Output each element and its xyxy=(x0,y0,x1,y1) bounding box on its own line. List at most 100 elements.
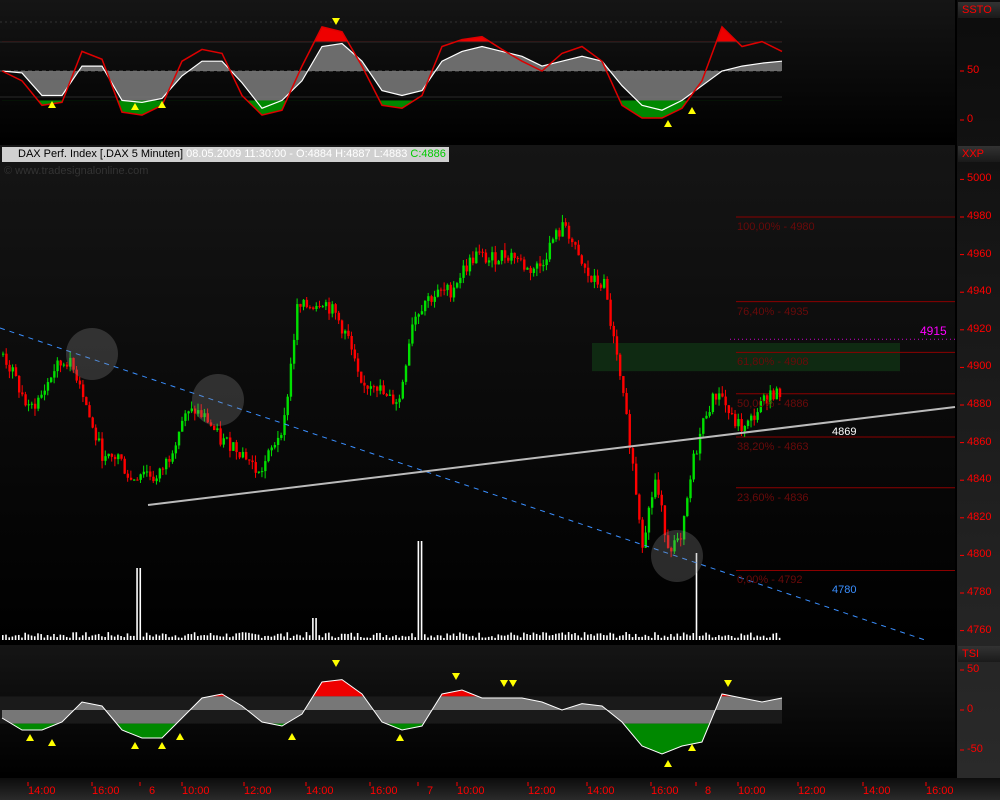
highlight-circle xyxy=(651,530,703,582)
ssto-k-line xyxy=(1,42,783,111)
candle-body xyxy=(523,259,526,270)
candle-body xyxy=(33,403,37,409)
candle-body xyxy=(238,452,241,458)
tsi-y-label: 50 xyxy=(967,663,980,675)
volume-bar xyxy=(698,635,701,640)
volume-bar xyxy=(104,636,106,640)
volume-bar xyxy=(133,635,135,640)
candle-body xyxy=(385,394,389,396)
volume-bar xyxy=(692,633,695,640)
time-label: 6 xyxy=(149,785,156,797)
candle-body xyxy=(337,312,341,321)
buy-signal-icon xyxy=(688,744,696,751)
volume-bar xyxy=(232,636,234,640)
volume-bar xyxy=(663,635,666,640)
volume-bar xyxy=(21,637,23,640)
volume-bar xyxy=(40,634,42,640)
buy-signal-icon xyxy=(131,103,139,110)
volume-bar xyxy=(216,635,218,640)
volume-bar xyxy=(532,632,535,640)
candle-body xyxy=(778,388,782,398)
volume-bar xyxy=(602,634,605,640)
volume-bar xyxy=(222,636,225,640)
candle-body xyxy=(730,413,734,415)
time-axis xyxy=(0,778,1000,800)
candle-body xyxy=(507,257,510,261)
price-y-label: 4860 xyxy=(967,435,992,448)
candle-body xyxy=(126,473,130,478)
volume-bar xyxy=(283,636,285,640)
candle-body xyxy=(452,287,456,298)
candle-body xyxy=(679,538,683,540)
volume-bar xyxy=(152,636,154,640)
candle-body xyxy=(296,304,299,340)
candle-body xyxy=(200,410,203,418)
candle-body xyxy=(615,336,619,355)
candle-body xyxy=(212,426,216,431)
volume-bar xyxy=(650,637,653,640)
volume-bar xyxy=(120,636,122,640)
volume-bar xyxy=(730,636,733,640)
candle-body xyxy=(746,420,750,426)
candle-body xyxy=(529,267,532,274)
buy-signal-icon xyxy=(688,107,696,114)
time-label: 10:00 xyxy=(457,785,485,797)
candle-body xyxy=(676,538,679,541)
volume-bar xyxy=(296,634,298,640)
candle-body xyxy=(756,412,759,420)
candle-body xyxy=(308,307,312,309)
volume-bar xyxy=(555,633,557,640)
candle-body xyxy=(443,289,446,291)
info-bar: DAX Perf. Index [.DAX 5 Minuten] 08.05.2… xyxy=(2,147,449,162)
buy-signal-icon xyxy=(664,120,672,127)
volume-bar xyxy=(5,634,7,640)
volume-bar xyxy=(289,637,292,640)
fib-label: 100,00% - 4980 xyxy=(737,221,815,233)
candle-body xyxy=(759,400,763,413)
volume-bar xyxy=(376,633,378,640)
ohlc: 08.05.2009 11:30:00 - O:4884 H:4887 L:48… xyxy=(186,148,408,160)
candle-body xyxy=(219,428,222,445)
volume-bar xyxy=(238,632,241,640)
candle-body xyxy=(513,252,516,258)
volume-bar xyxy=(500,635,503,640)
volume-bar xyxy=(315,618,317,640)
candle-body xyxy=(286,396,289,416)
candle-body xyxy=(181,420,184,432)
volume-bar xyxy=(49,636,52,640)
volume-bar xyxy=(430,635,432,640)
candle-body xyxy=(548,242,552,260)
volume-bar xyxy=(737,637,739,640)
candle-body xyxy=(324,302,328,307)
candle-body xyxy=(714,393,718,400)
candle-body xyxy=(101,438,104,461)
candle-body xyxy=(766,395,769,404)
volume-bar xyxy=(65,636,68,640)
candle-body xyxy=(59,360,62,366)
candle-body xyxy=(564,222,568,226)
candle-body xyxy=(299,304,302,307)
volume-bar xyxy=(94,634,97,640)
sell-signal-icon xyxy=(332,18,340,25)
volume-bar xyxy=(676,633,679,640)
candle-body xyxy=(702,418,705,434)
volume-bar xyxy=(241,632,244,640)
volume-bar xyxy=(510,632,512,640)
volume-bar xyxy=(644,634,647,640)
candle-body xyxy=(190,408,194,412)
volume-bar xyxy=(443,637,445,640)
volume-bar xyxy=(609,632,611,640)
volume-bar xyxy=(75,632,78,640)
candle-body xyxy=(475,251,478,264)
candle-body xyxy=(430,296,433,302)
candle-body xyxy=(283,415,286,436)
candle-body xyxy=(497,260,500,265)
volume-bar xyxy=(337,637,340,640)
volume-bar xyxy=(734,637,736,640)
candle-body xyxy=(382,385,385,395)
candle-body xyxy=(360,371,363,383)
candle-body xyxy=(27,404,30,406)
candle-body xyxy=(433,296,436,302)
volume-bar xyxy=(97,633,100,640)
